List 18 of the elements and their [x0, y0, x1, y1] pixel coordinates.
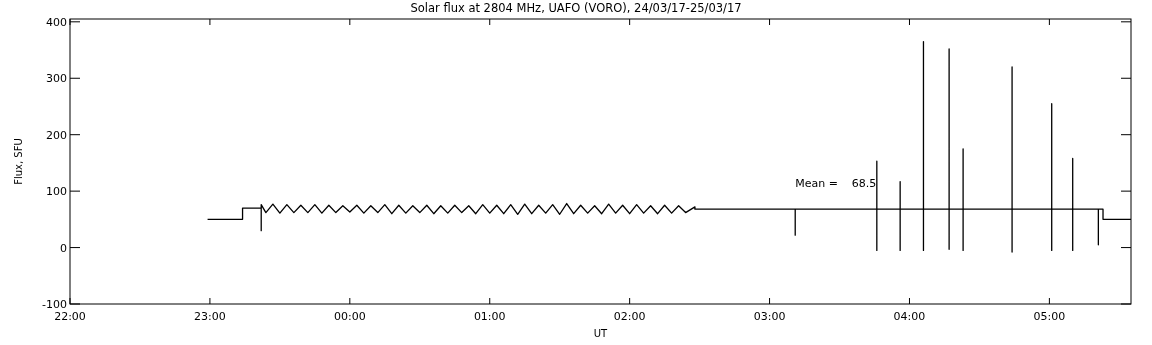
y-axis-title: Flux, SFU [13, 138, 24, 185]
x-tick-label: 02:00 [613, 310, 646, 323]
x-tick-label: 00:00 [333, 310, 366, 323]
y-tick-label: 300 [46, 72, 67, 86]
x-tick-label: 23:00 [194, 310, 226, 323]
annotation: Mean = 68.5 [795, 177, 877, 191]
y-tick-label: 400 [46, 15, 67, 29]
y-tick-label: 100 [46, 185, 67, 199]
x-tick-label: 03:00 [753, 310, 786, 323]
y-tick-label: 200 [46, 128, 67, 142]
chart-title: Solar flux at 2804 MHz, UAFO (VORO), 24/03/17-25/03/17 [410, 1, 742, 15]
x-tick-label: 01:00 [473, 310, 506, 323]
y-tick-label: -100 [42, 298, 67, 311]
x-tick-label: 22:00 [54, 310, 86, 323]
x-tick-label: 04:00 [893, 310, 926, 323]
y-tick-label: 0 [60, 241, 67, 255]
x-tick-label: 05:00 [1033, 310, 1066, 323]
x-axis-title: UT [593, 328, 609, 339]
